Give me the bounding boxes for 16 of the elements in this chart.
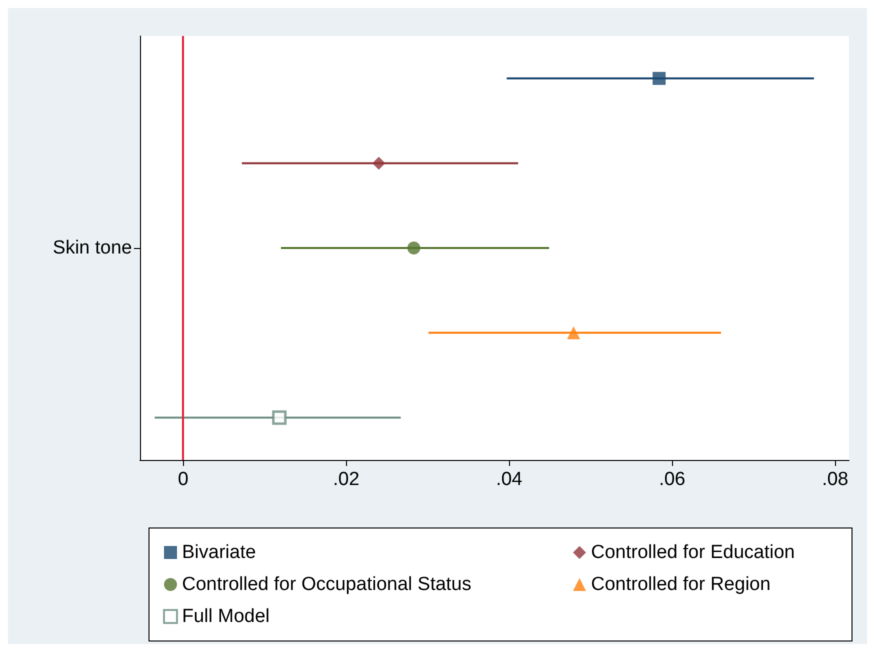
x-tick-label: .04	[496, 469, 523, 490]
x-tick-label: .08	[822, 469, 848, 490]
x-tick-label: .06	[658, 469, 686, 490]
x-tick-label: 0	[178, 469, 188, 490]
x-tick-label: .02	[332, 469, 360, 490]
legend-label: Bivariate	[182, 542, 256, 563]
legend-label: Controlled for Region	[591, 574, 771, 595]
legend-label: Full Model	[182, 606, 270, 627]
y-tick-label: Skin tone	[52, 238, 132, 258]
legend-label: Controlled for Education	[591, 542, 795, 563]
point	[652, 72, 666, 85]
legend-label: Controlled for Occupational Status	[182, 574, 472, 595]
point	[372, 156, 386, 170]
point	[272, 410, 287, 425]
point	[567, 326, 580, 340]
point	[407, 242, 420, 254]
